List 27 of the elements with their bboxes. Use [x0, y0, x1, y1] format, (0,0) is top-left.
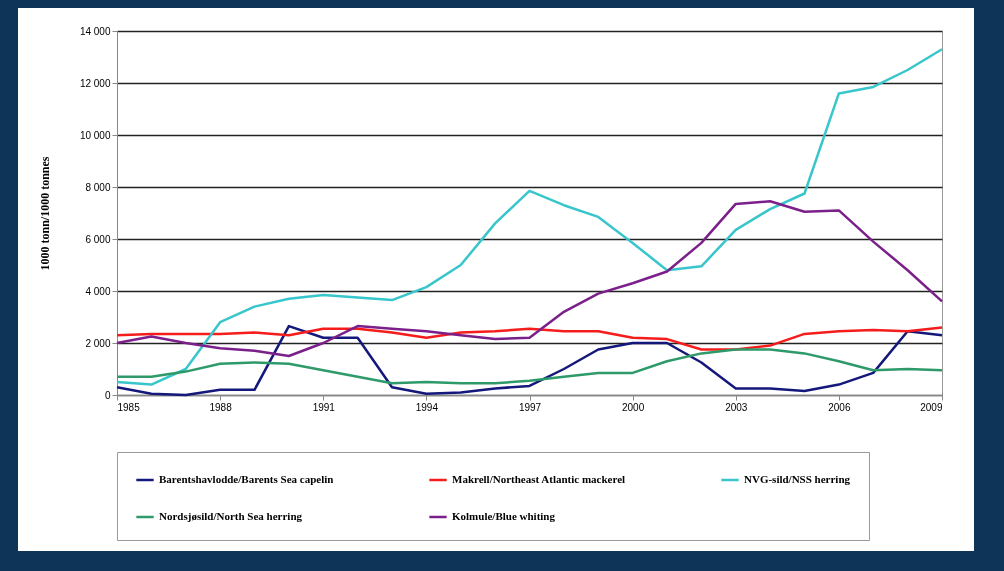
x-tick-label: 2000 — [622, 401, 645, 413]
y-tick-label: 12 000 — [79, 77, 111, 89]
line-series — [115, 348, 944, 385]
y-axis-title: 1000 tonn/1000 tonnes — [37, 156, 52, 271]
legend-label: NVG-sild/NSS herring — [744, 473, 851, 485]
y-tick-label: 14 000 — [79, 25, 111, 37]
x-tick-label: 1994 — [415, 401, 439, 413]
x-tick-label: 2009 — [920, 401, 943, 413]
line-series — [115, 200, 944, 358]
x-tick-label: 1988 — [209, 401, 233, 413]
y-tick-label: 0 — [104, 389, 111, 401]
y-tick-label: 6 000 — [85, 233, 111, 245]
line-series — [115, 326, 944, 351]
legend-label: Makrell/Northeast Atlantic mackerel — [452, 473, 626, 485]
y-tick-label: 10 000 — [79, 129, 111, 141]
legend-label: Barentshavlodde/Barents Sea capelin — [159, 473, 334, 485]
y-tick-label: 2 000 — [85, 337, 111, 349]
y-tick-label: 4 000 — [85, 285, 111, 297]
line-series — [115, 47, 944, 386]
x-tick-label: 1985 — [117, 401, 141, 413]
legend-label: Kolmule/Blue whiting — [452, 510, 556, 522]
x-tick-label: 1997 — [518, 401, 542, 413]
x-tick-label: 2006 — [828, 401, 851, 413]
legend-label: Nordsjøsild/North Sea herring — [159, 510, 303, 522]
x-tick-label: 2003 — [725, 401, 748, 413]
x-tick-label: 1991 — [312, 401, 336, 413]
y-tick-label: 8 000 — [85, 181, 111, 193]
